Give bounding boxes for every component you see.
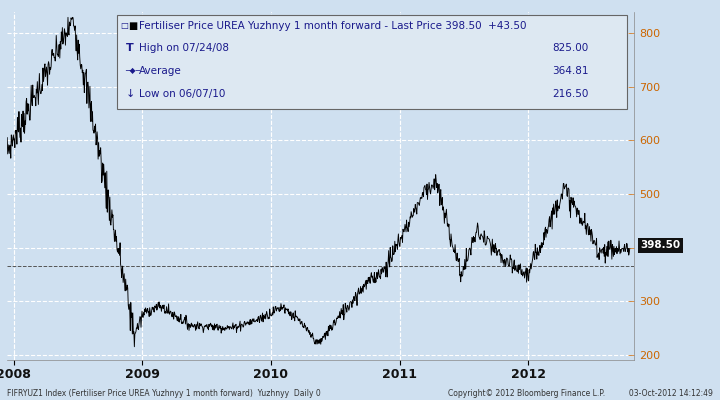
Text: 398.50: 398.50: [641, 240, 680, 250]
Text: T: T: [126, 43, 134, 53]
Text: 825.00: 825.00: [552, 43, 588, 53]
Text: □: □: [120, 21, 128, 30]
Text: FIFRYUZ1 Index (Fertiliser Price UREA Yuzhnyy 1 month forward)  Yuzhnyy  Daily 0: FIFRYUZ1 Index (Fertiliser Price UREA Yu…: [7, 389, 321, 398]
Text: Average: Average: [139, 66, 181, 76]
Text: Copyright© 2012 Bloomberg Finance L.P.          03-Oct-2012 14:12:49: Copyright© 2012 Bloomberg Finance L.P. 0…: [448, 389, 713, 398]
FancyBboxPatch shape: [117, 16, 627, 110]
Text: ↓: ↓: [126, 88, 135, 98]
Text: ─◆─: ─◆─: [125, 66, 140, 75]
Text: ■: ■: [128, 21, 138, 31]
Text: Low on 06/07/10: Low on 06/07/10: [139, 88, 225, 98]
Text: 216.50: 216.50: [552, 88, 588, 98]
Text: 364.81: 364.81: [552, 66, 589, 76]
Text: High on 07/24/08: High on 07/24/08: [139, 43, 229, 53]
Text: Fertiliser Price UREA Yuzhnyy 1 month forward - Last Price 398.50  +43.50: Fertiliser Price UREA Yuzhnyy 1 month fo…: [139, 21, 526, 31]
